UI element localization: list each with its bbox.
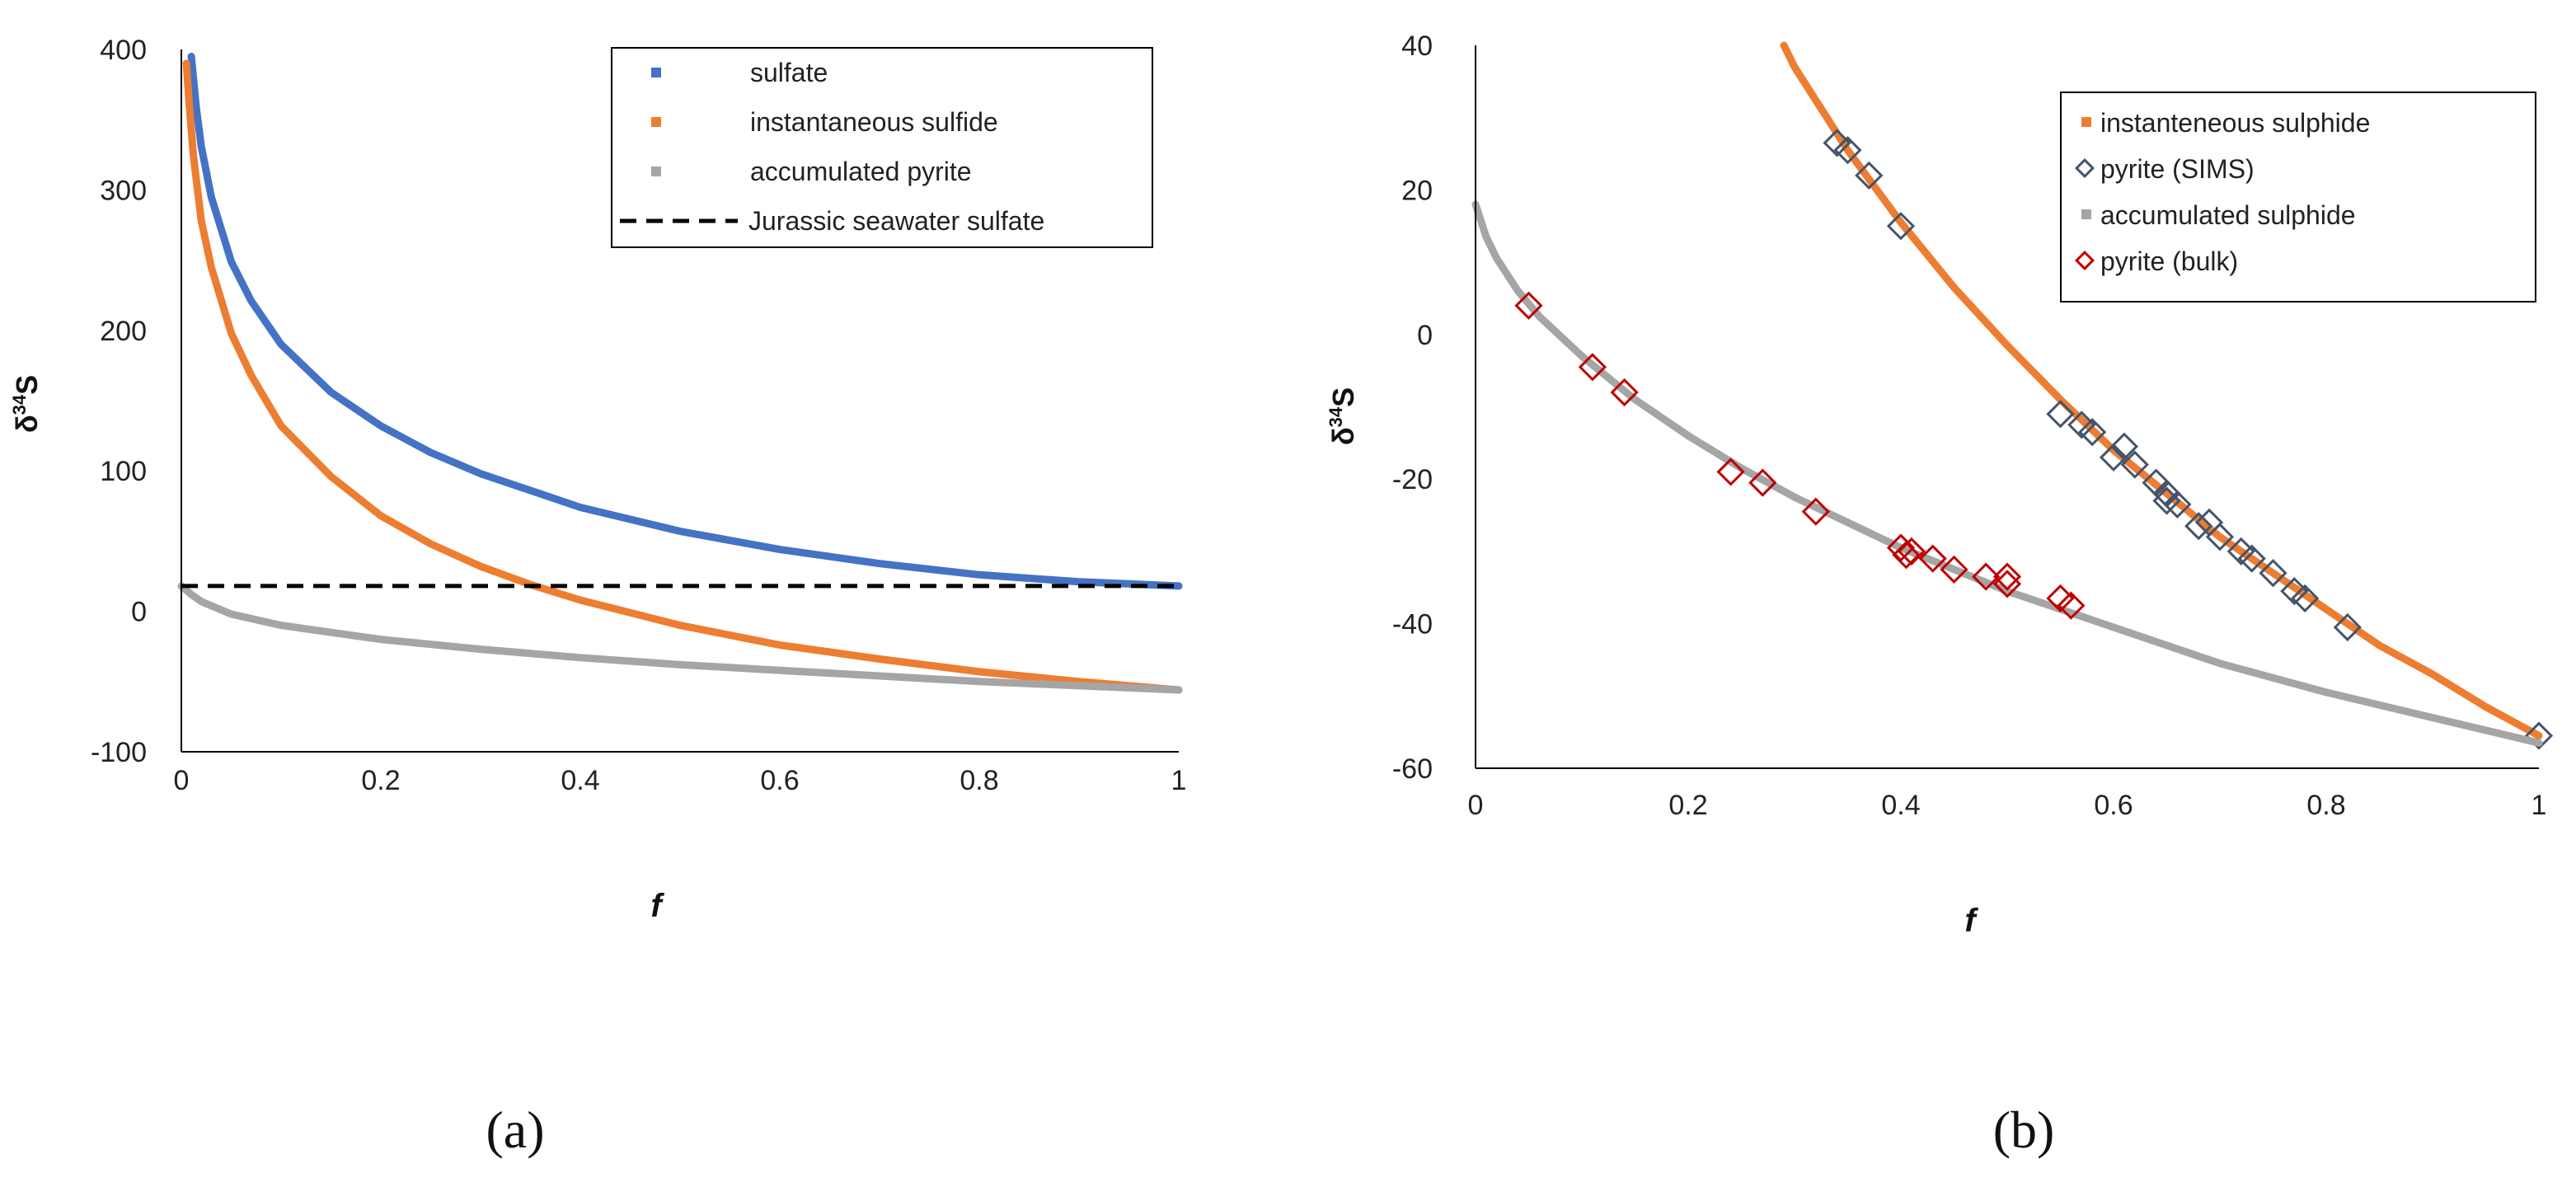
panel-a-label: (a) [486,1100,544,1159]
data-point-pyrite-sims [1833,136,1862,165]
series-line-instantaneous-sulfide [182,59,1183,694]
data-point-pyrite-bulk [1886,533,1916,562]
panel-b-x-tick-label: 0.2 [1668,790,1707,821]
legend-label-instantaneous-sulfide: instantaneous sulfide [750,107,998,137]
data-point-pyrite-sims [2109,432,2139,461]
data-point-pyrite-sims [2333,612,2362,642]
series-line-accumulated-sulphide [1471,200,2543,747]
panel-a-x-axis-label: f [650,888,664,924]
data-point-pyrite-sims [2078,418,2107,447]
panel-b-x-axis-label: f [1964,903,1978,939]
panel-b-label: (b) [1993,1100,2055,1159]
legend-swatch-pyrite-sims [2074,157,2095,179]
data-point-pyrite-sims [2184,512,2213,541]
data-point-pyrite-sims [2259,559,2287,588]
chart-panel-b: 0 0.2 0.4 0.6 0.8 1 -60 -40 -20 0 20 40 f δ34S inst… [1326,30,2554,1159]
panel-b-legend-box [2060,91,2536,303]
data-point-pyrite-bulk [1514,291,1543,320]
chart-panel-a: 0 0.2 0.4 0.6 0.8 1 -100 0 100 200 300 400 f δ34S s… [9,35,1186,1159]
data-point-pyrite-sims [1886,212,1916,241]
data-point-pyrite-bulk [1992,562,2022,591]
panel-a-x-tick-label: 0.4 [561,765,599,796]
legend-swatch-sulfate [651,68,661,77]
panel-b-y-tick-label: 20 [1401,175,1433,206]
data-point-pyrite-sims [2205,523,2235,551]
data-point-pyrite-sims [2046,400,2075,429]
data-point-pyrite-sims [1855,161,1884,190]
panel-a-x-tick-label: 0.8 [960,765,998,796]
panel-b-y-axis-label: δ34S [1326,387,1360,445]
series-line-sulfate [187,53,1183,590]
panel-b-legend: instanteneous sulphide pyrite (SIMS) acc… [2060,91,2536,303]
legend-label-pyrite-sims: pyrite (SIMS) [2100,154,2255,184]
panel-b-x-tick-label: 0.6 [2094,790,2133,821]
panel-b-x-tick-label: 0 [1468,790,1484,821]
panel-a-y-tick-label: 0 [131,597,147,628]
panel-b-x-tick-label: 0.8 [2306,790,2345,821]
panel-a-y-tick-label: 400 [100,35,147,66]
panel-b-y-tick-label: 0 [1417,320,1433,351]
panel-a-legend: sulfate instantaneous sulfide accumulate… [611,47,1153,248]
data-point-pyrite-sims [2099,443,2128,472]
data-point-pyrite-sims [2524,721,2554,750]
series-line-accumulated-pyrite [177,582,1183,694]
panel-a-y-tick-label: 300 [100,175,147,206]
legend-label-sulfate: sulfate [750,58,828,87]
panel-a-y-tick-label: 100 [100,456,147,487]
panel-a-x-tick-label: 0.2 [361,765,400,796]
data-point-pyrite-bulk [1897,537,1926,566]
legend-label-accumulated-sulphide: accumulated sulphide [2100,200,2356,230]
data-point-pyrite-bulk [1610,378,1639,407]
panel-a-y-tick-label: 200 [100,316,147,347]
panel-a-x-tick-label: 0 [174,765,190,796]
panel-b-x-tick-label: 1 [2531,790,2547,821]
data-point-pyrite-sims [2163,490,2192,519]
data-point-pyrite-bulk [1578,353,1607,382]
legend-label-accumulated-pyrite: accumulated pyrite [750,157,972,186]
data-point-pyrite-bulk [1940,555,1968,584]
legend-label-instanteneous-sulphide: instanteneous sulphide [2100,108,2370,138]
legend-swatch-instanteneous-sulphide [2081,117,2091,127]
legend-swatch-pyrite-bulk [2074,250,2095,271]
legend-swatch-instantaneous-sulfide [651,117,661,127]
data-point-pyrite-bulk [1716,457,1745,486]
data-point-pyrite-bulk [1748,468,1777,497]
panel-b-y-tick-label: -40 [1392,609,1433,640]
panel-a-x-tick-label: 0.6 [760,765,799,796]
panel-b-y-tick-label: 40 [1401,30,1433,62]
legend-label-jurassic-seawater-sulfate: Jurassic seawater sulfate [748,206,1044,236]
data-point-pyrite-sims [2120,450,2149,479]
data-point-pyrite-sims [2237,544,2266,573]
panel-b-x-tick-label: 0.4 [1881,790,1920,821]
panel-a-y-tick-label: -100 [91,737,147,768]
data-point-pyrite-bulk [1918,544,1947,573]
data-point-pyrite-bulk [1801,497,1830,526]
panel-a-x-tick-label: 1 [1171,765,1187,796]
panel-b-y-tick-label: -20 [1392,464,1433,495]
data-point-pyrite-sims [2152,486,2181,515]
legend-swatch-accumulated-pyrite [651,167,661,176]
legend-swatch-accumulated-sulphide [2081,209,2091,219]
legend-label-pyrite-bulk: pyrite (bulk) [2100,246,2238,276]
panel-b-y-tick-label: -60 [1392,753,1433,785]
data-point-pyrite-bulk [1972,562,2001,591]
panel-a-y-axis-label: δ34S [9,375,44,433]
data-point-pyrite-sims [2291,584,2320,613]
data-point-pyrite-bulk [2057,591,2086,620]
panel-a-legend-box [611,47,1153,248]
